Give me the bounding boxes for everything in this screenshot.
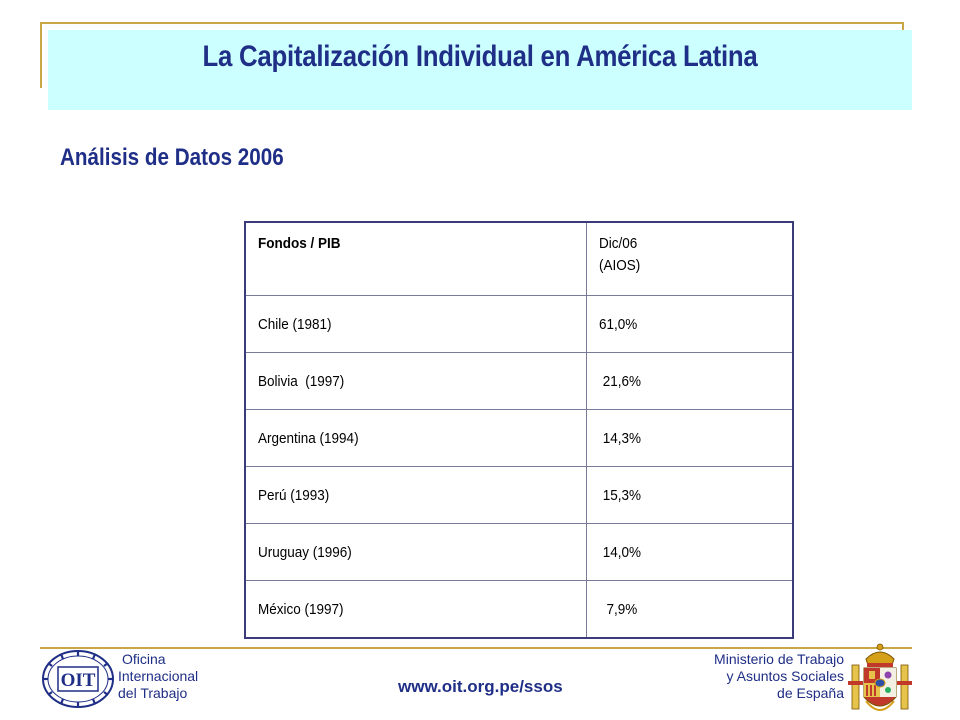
- value-cell: 21,6%: [585, 352, 794, 410]
- header-value-line1: Dic/06: [598, 235, 638, 252]
- table-row: Uruguay (1996) 14,0%: [244, 523, 794, 581]
- country-cell: Chile (1981): [244, 295, 587, 353]
- header-country-cell: Fondos / PIB: [244, 221, 587, 296]
- country-label: Bolivia (1997): [258, 372, 345, 390]
- table-row: Bolivia (1997) 21,6%: [244, 352, 794, 410]
- oit-name-line1: Oficina: [122, 651, 166, 667]
- svg-text:OIT: OIT: [61, 670, 96, 691]
- oit-name: Oficina Internacional del Trabajo: [118, 651, 198, 702]
- value-cell: 7,9%: [585, 580, 794, 639]
- value-cell: 14,3%: [585, 409, 794, 467]
- header-value-cell: Dic/06 (AIOS): [585, 221, 794, 296]
- country-cell: Argentina (1994): [244, 409, 587, 467]
- bottom-gold-rule: [40, 647, 912, 649]
- oit-logo-icon: OIT: [42, 650, 114, 708]
- value-label: 21,6%: [598, 372, 641, 390]
- oit-name-line3: del Trabajo: [118, 685, 188, 701]
- table-row: México (1997) 7,9%: [244, 580, 794, 639]
- value-label: 14,0%: [598, 543, 641, 561]
- footer-url-link[interactable]: www.oit.org.pe/ssos: [398, 677, 563, 696]
- value-label: 14,3%: [598, 429, 641, 447]
- country-label: Chile (1981): [258, 315, 332, 333]
- value-cell: 61,0%: [585, 295, 794, 353]
- header-value-line2: (AIOS): [598, 257, 641, 274]
- ministry-name-line2: y Asuntos Sociales: [726, 668, 844, 684]
- ministry-name: Ministerio de Trabajo y Asuntos Sociales…: [714, 651, 844, 702]
- country-cell: México (1997): [244, 580, 587, 639]
- country-label: Uruguay (1996): [258, 543, 352, 561]
- table-header-row: Fondos / PIB Dic/06 (AIOS): [244, 221, 794, 296]
- slide-subtitle: Análisis de Datos 2006: [60, 144, 284, 171]
- left-gold-rule: [40, 22, 42, 88]
- value-label: 61,0%: [598, 315, 638, 333]
- value-cell: 14,0%: [585, 523, 794, 581]
- table-row: Argentina (1994) 14,3%: [244, 409, 794, 467]
- country-cell: Perú (1993): [244, 466, 587, 524]
- ministry-name-line1: Ministerio de Trabajo: [714, 651, 844, 667]
- country-label: Argentina (1994): [258, 429, 359, 447]
- ministry-name-line3: de España: [777, 685, 844, 701]
- spain-coat-of-arms-icon: [848, 643, 912, 711]
- top-gold-rule: [40, 22, 904, 24]
- value-cell: 15,3%: [585, 466, 794, 524]
- country-cell: Bolivia (1997): [244, 352, 587, 410]
- value-label: 15,3%: [598, 486, 641, 504]
- country-cell: Uruguay (1996): [244, 523, 587, 581]
- country-label: México (1997): [258, 600, 344, 618]
- header-country-label: Fondos / PIB: [258, 235, 341, 252]
- country-label: Perú (1993): [258, 486, 330, 504]
- title-band: La Capitalización Individual en América …: [48, 30, 912, 110]
- right-gold-tick: [902, 22, 904, 30]
- oit-name-line2: Internacional: [118, 668, 199, 684]
- value-label: 7,9%: [598, 600, 638, 618]
- table-row: Chile (1981) 61,0%: [244, 295, 794, 353]
- table-row: Perú (1993) 15,3%: [244, 466, 794, 524]
- funds-gdp-table: Fondos / PIB Dic/06 (AIOS) Chile (1981) …: [244, 221, 794, 639]
- slide-title: La Capitalización Individual en América …: [202, 40, 758, 73]
